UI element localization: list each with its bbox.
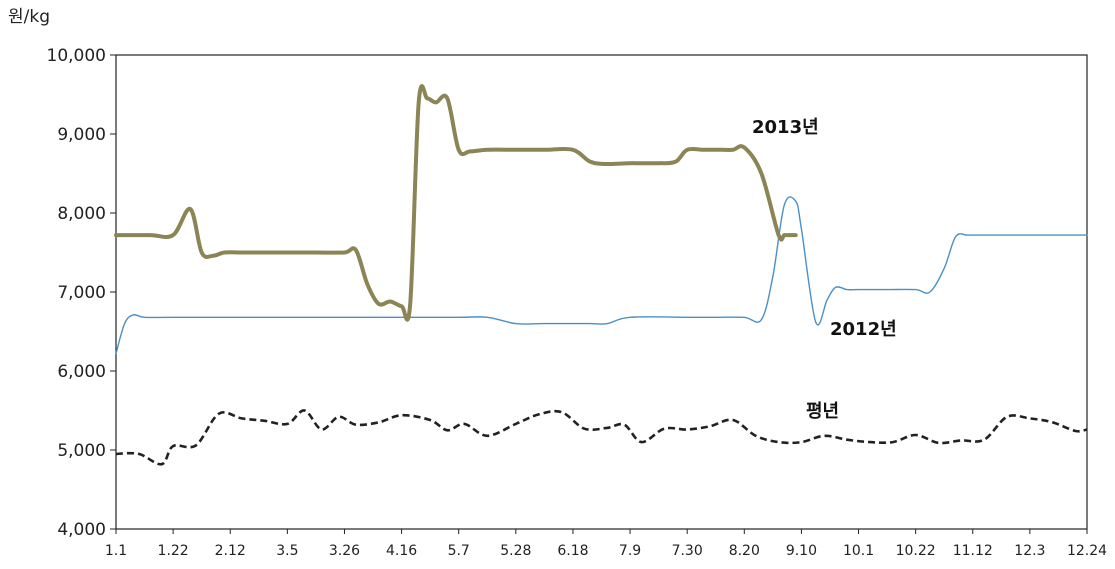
y-tick-label: 7,000 xyxy=(57,283,106,303)
y-tick-label: 4,000 xyxy=(57,520,106,540)
x-tick-label: 3.5 xyxy=(276,543,298,559)
series-label-average: 평년 xyxy=(806,401,839,422)
y-axis-ticks: 4,000 5,000 6,000 7,000 8,000 9,000 10,000 xyxy=(47,46,116,540)
x-tick-label: 12.24 xyxy=(1067,543,1107,559)
x-tick-label: 11.12 xyxy=(953,543,993,559)
plot-frame xyxy=(115,54,1088,530)
y-tick-label: 9,000 xyxy=(57,125,106,145)
x-tick-label: 12.3 xyxy=(1014,543,1045,559)
x-tick-label: 5.28 xyxy=(500,543,531,559)
y-axis-unit-label: 원/kg xyxy=(8,7,50,27)
chart-axes xyxy=(115,54,1088,530)
x-axis-ticks: 1.1 1.22 2.12 3.5 3.26 4.16 5.7 5.28 6.18 7.9 7.30… xyxy=(105,529,1107,559)
series-label-2013: 2013년 xyxy=(752,117,819,138)
x-tick-label: 3.26 xyxy=(329,543,360,559)
y-tick-label: 6,000 xyxy=(57,362,106,382)
x-tick-label: 8.20 xyxy=(729,543,760,559)
y-tick-label: 8,000 xyxy=(57,204,106,224)
x-tick-label: 6.18 xyxy=(557,543,588,559)
x-tick-label: 2.12 xyxy=(215,543,246,559)
series-label-2012: 2012년 xyxy=(830,319,897,340)
series-lines xyxy=(114,84,1088,466)
x-tick-label: 1.22 xyxy=(158,543,189,559)
y-tick-label: 10,000 xyxy=(47,46,106,66)
x-tick-label: 4.16 xyxy=(386,543,417,559)
x-tick-label: 7.30 xyxy=(672,543,703,559)
x-tick-label: 10.1 xyxy=(843,543,874,559)
x-tick-label: 10.22 xyxy=(896,543,936,559)
series-line-2013 xyxy=(114,84,798,322)
x-tick-label: 1.1 xyxy=(105,543,127,559)
series-line-average xyxy=(115,409,1088,466)
series-line-2012 xyxy=(115,196,1088,355)
x-tick-label: 7.9 xyxy=(619,543,641,559)
x-tick-label: 9.10 xyxy=(786,543,817,559)
x-tick-label: 5.7 xyxy=(448,543,470,559)
y-tick-label: 5,000 xyxy=(57,441,106,461)
